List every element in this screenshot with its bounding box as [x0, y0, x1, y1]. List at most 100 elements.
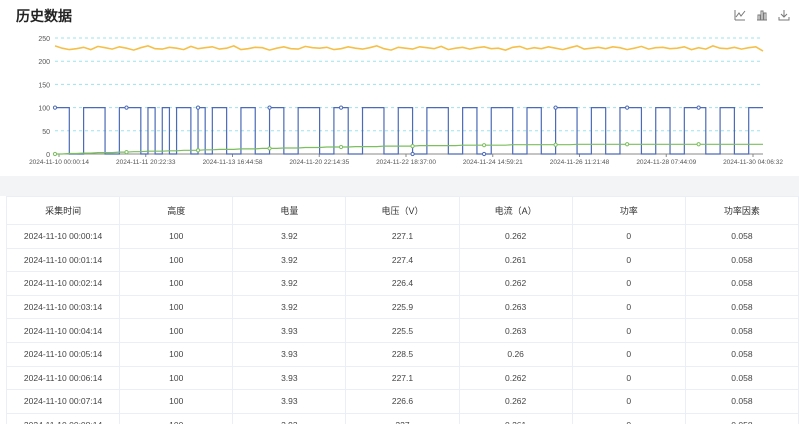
table-cell: 0	[571, 271, 686, 296]
history-table: 采集时间 高度 电量 电压（V） 电流（A） 功率 功率因素 2024-11-10 00:0…	[6, 196, 799, 424]
table-cell: 100	[119, 224, 234, 249]
table-row: 2024-11-10 00:01:14 100 3.92 227.4 0.261 0 0.0…	[6, 247, 799, 273]
line-chart-icon[interactable]	[733, 8, 747, 22]
table-cell: 100	[119, 365, 234, 391]
chart-svg: 0 50 100 150 200 250 2024-11-10 00:00:14 2024-1…	[29, 36, 783, 166]
table-cell: 227.1	[345, 224, 460, 249]
column-header[interactable]: 功率	[571, 196, 686, 225]
table-cell: 0.26	[458, 341, 573, 367]
table-cell: 2024-11-10 00:07:14	[6, 389, 121, 414]
x-tick-label: 2024-11-11 20:22:33	[116, 159, 176, 166]
table-cell: 227	[345, 412, 460, 424]
table-cell: 225.9	[345, 294, 460, 320]
table-cell: 0.262	[458, 365, 573, 391]
table-cell: 0.262	[458, 389, 573, 414]
table-cell: 2024-11-10 00:04:14	[6, 318, 121, 343]
table-cell: 226.6	[345, 389, 460, 414]
series-point	[338, 144, 344, 150]
series-point	[267, 105, 272, 110]
series-point	[481, 151, 487, 157]
x-tick-label: 2024-11-28 07:44:09	[636, 159, 696, 166]
column-header[interactable]: 电量	[232, 196, 347, 225]
y-tick-label: 200	[38, 59, 50, 66]
column-header[interactable]: 采集时间	[6, 196, 121, 225]
series-point	[124, 105, 129, 110]
table-cell: 100	[119, 318, 234, 343]
page-title: 历史数据	[16, 8, 72, 24]
series-point	[52, 151, 58, 157]
series-point	[410, 151, 415, 157]
table-cell: 227.4	[345, 247, 460, 273]
series-point	[696, 105, 701, 110]
table-cell: 0.058	[684, 247, 799, 273]
table-cell: 100	[119, 294, 234, 320]
column-header[interactable]: 高度	[119, 196, 234, 225]
series-point	[52, 105, 58, 110]
table-row: 2024-11-10 00:02:14 100 3.92 226.4 0.262 0 0.0…	[6, 271, 799, 296]
bar-chart-icon[interactable]	[755, 8, 769, 22]
table-cell: 2024-11-10 00:00:14	[6, 224, 121, 249]
column-header[interactable]: 电流（A）	[458, 196, 573, 225]
table-cell: 100	[119, 247, 234, 273]
table-cell: 0.058	[684, 341, 799, 367]
table-cell: 0.058	[684, 294, 799, 320]
x-tick-label: 2024-11-26 11:21:48	[550, 159, 610, 166]
table-cell: 3.93	[232, 318, 347, 343]
table-cell: 100	[119, 412, 234, 424]
x-tick-label: 2024-11-10 00:00:14	[29, 159, 89, 166]
table-cell: 3.92	[232, 294, 347, 320]
download-icon[interactable]	[777, 8, 791, 22]
table-cell: 100	[119, 271, 234, 296]
table-cell: 2024-11-10 00:02:14	[6, 271, 121, 296]
x-tick-label: 2024-11-30 04:06:32	[723, 159, 783, 166]
table-cell: 3.92	[232, 271, 347, 296]
x-tick-label: 2024-11-24 14:59:21	[463, 159, 523, 166]
y-tick-label: 0	[46, 152, 50, 159]
table-cell: 3.93	[232, 389, 347, 414]
table-cell: 227.1	[345, 365, 460, 391]
table-row: 2024-11-10 00:00:14 100 3.92 227.1 0.262 0 0.0…	[6, 224, 799, 249]
table-row: 2024-11-10 00:03:14 100 3.92 225.9 0.263 0 0.0…	[6, 294, 799, 320]
table-cell: 2024-11-10 00:06:14	[6, 365, 121, 391]
table-cell: 2024-11-10 00:01:14	[6, 247, 121, 273]
series-line	[55, 106, 763, 155]
table-cell: 3.92	[232, 247, 347, 273]
series-point	[124, 150, 129, 155]
history-chart: 0 50 100 150 200 250 2024-11-10 00:00:14 2024-1…	[0, 28, 799, 170]
x-tick-label: 2024-11-13 16:44:58	[203, 159, 263, 166]
table-cell: 3.93	[232, 341, 347, 367]
chart-toolbar	[733, 8, 791, 22]
series-point	[553, 105, 558, 110]
table-cell: 0	[571, 318, 686, 343]
column-header[interactable]: 电压（V）	[345, 196, 460, 225]
table-cell: 3.93	[232, 412, 347, 424]
table-cell: 228.5	[345, 341, 460, 367]
y-tick-label: 250	[38, 36, 50, 43]
series-point	[410, 144, 415, 149]
table-row: 2024-11-10 00:06:14 100 3.93 227.1 0.262 0 0.0…	[6, 365, 799, 391]
table-cell: 0.058	[684, 271, 799, 296]
x-tick-label: 2024-11-22 18:37:00	[376, 159, 436, 166]
table-row: 2024-11-10 00:07:14 100 3.93 226.6 0.262 0 0.0…	[6, 389, 799, 414]
series-point	[338, 105, 344, 110]
table-cell: 0.058	[684, 389, 799, 414]
series-point	[481, 143, 487, 148]
series-point	[195, 148, 201, 153]
table-cell: 0	[571, 341, 686, 367]
table-cell: 0.058	[684, 365, 799, 391]
table-cell: 0	[571, 412, 686, 424]
table-cell: 226.4	[345, 271, 460, 296]
y-tick-label: 100	[38, 106, 50, 113]
y-tick-label: 150	[38, 82, 50, 89]
series-line	[55, 143, 763, 155]
section-divider	[0, 176, 799, 196]
table-cell: 3.93	[232, 365, 347, 391]
column-header[interactable]: 功率因素	[684, 196, 799, 225]
table-cell: 0.263	[458, 318, 573, 343]
series-point	[696, 142, 701, 147]
series-point	[625, 142, 630, 147]
table-cell: 3.92	[232, 224, 347, 249]
table-row: 2024-11-10 00:05:14 100 3.93 228.5 0.26 0 0.05…	[6, 341, 799, 367]
table-cell: 0	[571, 247, 686, 273]
